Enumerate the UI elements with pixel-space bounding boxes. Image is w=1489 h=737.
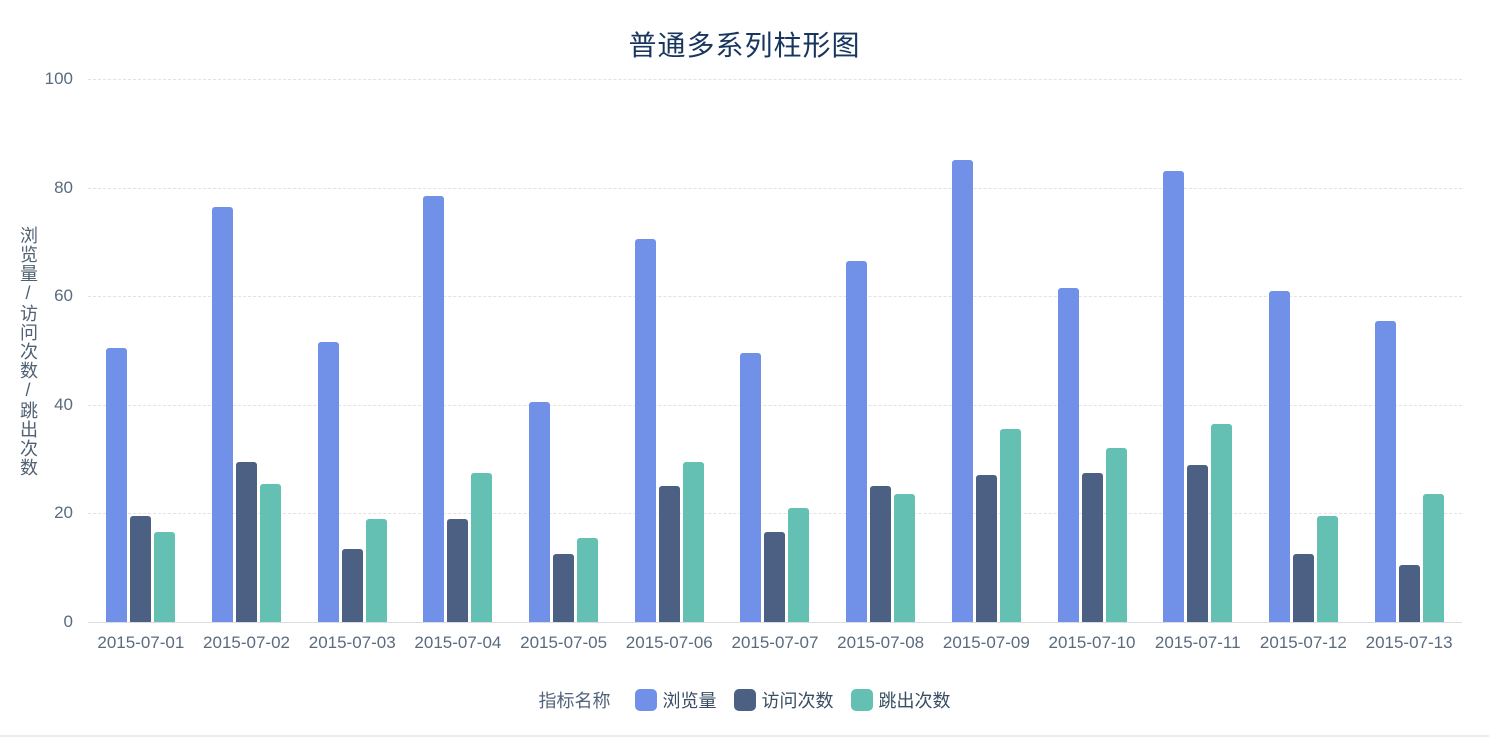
bar-跳出次数-2015-07-04[interactable]	[471, 472, 493, 622]
bar-跳出次数-2015-07-08[interactable]	[894, 494, 916, 622]
y-tick-label-80: 80	[54, 177, 73, 197]
x-tick-label-2015-07-10: 2015-07-10	[1048, 633, 1136, 652]
bar-跳出次数-2015-07-11[interactable]	[1211, 423, 1233, 622]
legend-swatch-icon	[634, 689, 657, 711]
bar-访问次数-2015-07-05[interactable]	[553, 554, 575, 622]
y-tick-label-40: 40	[54, 394, 73, 414]
legend-swatch-icon	[850, 689, 873, 711]
bar-跳出次数-2015-07-06[interactable]	[682, 461, 704, 622]
bar-group-2015-07-10	[1039, 79, 1145, 622]
bar-浏览量-2015-07-02[interactable]	[212, 206, 234, 622]
bar-访问次数-2015-07-13[interactable]	[1398, 565, 1420, 622]
y-tick-label-0: 0	[63, 612, 73, 631]
bar-浏览量-2015-07-05[interactable]	[529, 402, 551, 622]
bar-跳出次数-2015-07-05[interactable]	[577, 537, 599, 622]
legend-item-跳出次数[interactable]: 跳出次数	[850, 687, 951, 713]
bars	[88, 79, 1462, 622]
bar-访问次数-2015-07-09[interactable]	[975, 475, 997, 622]
bar-跳出次数-2015-07-02[interactable]	[260, 483, 282, 622]
bar-跳出次数-2015-07-10[interactable]	[1105, 448, 1127, 622]
bar-浏览量-2015-07-12[interactable]	[1268, 290, 1290, 622]
bar-跳出次数-2015-07-07[interactable]	[788, 507, 810, 622]
legend-swatch-icon	[733, 689, 756, 711]
x-tick-label-2015-07-01: 2015-07-01	[97, 633, 185, 652]
gridline-40	[88, 404, 1462, 406]
gridline-20	[88, 513, 1462, 515]
gridline-80	[88, 187, 1462, 189]
bar-group-2015-07-07	[722, 79, 828, 622]
bar-访问次数-2015-07-04[interactable]	[447, 518, 469, 622]
x-tick-label-2015-07-03: 2015-07-03	[308, 633, 396, 652]
x-axis-labels: 2015-07-01 2015-07-02 2015-07-03 2015-07-04…	[88, 633, 1462, 653]
bar-group-2015-07-12	[1251, 79, 1357, 622]
bar-浏览量-2015-07-06[interactable]	[634, 239, 656, 622]
bar-group-2015-07-04	[405, 79, 511, 622]
y-tick-label-20: 20	[54, 503, 73, 523]
bar-浏览量-2015-07-11[interactable]	[1163, 171, 1185, 622]
bar-浏览量-2015-07-10[interactable]	[1057, 288, 1079, 622]
x-tick-label-2015-07-11: 2015-07-11	[1154, 633, 1241, 652]
bar-跳出次数-2015-07-13[interactable]	[1422, 494, 1444, 622]
plot-area: 0 20 40 60 80 100 2015-07-01 2015-07-02 2015-07…	[45, 69, 1462, 652]
bar-group-2015-07-11	[1145, 79, 1251, 622]
bar-跳出次数-2015-07-03[interactable]	[365, 518, 387, 622]
bar-访问次数-2015-07-12[interactable]	[1292, 554, 1314, 622]
bar-group-2015-07-05	[511, 79, 617, 622]
gridline-60	[88, 296, 1462, 298]
x-tick-label-2015-07-06: 2015-07-06	[625, 633, 713, 652]
legend-items: 浏览量 访问次数 跳出次数	[634, 687, 951, 713]
legend-label: 浏览量	[662, 691, 717, 711]
x-tick-label-2015-07-08: 2015-07-08	[837, 633, 925, 652]
bar-浏览量-2015-07-13[interactable]	[1374, 320, 1396, 622]
bar-group-2015-07-02	[194, 79, 300, 622]
x-tick-label-2015-07-07: 2015-07-07	[731, 633, 819, 652]
y-tick-label-100: 100	[44, 69, 73, 88]
bar-访问次数-2015-07-01[interactable]	[130, 516, 152, 622]
bar-访问次数-2015-07-11[interactable]	[1187, 464, 1209, 622]
legend: 指标名称 浏览量 访问次数 跳出次数	[0, 687, 1489, 713]
y-axis-name: 浏览量/访问次数/跳出次数	[18, 225, 38, 477]
x-tick-label-2015-07-04: 2015-07-04	[414, 633, 502, 652]
bar-浏览量-2015-07-04[interactable]	[423, 195, 445, 622]
bar-访问次数-2015-07-06[interactable]	[658, 486, 680, 622]
x-tick-label-2015-07-05: 2015-07-05	[520, 633, 608, 652]
bar-访问次数-2015-07-02[interactable]	[236, 461, 258, 622]
bar-group-2015-07-09	[934, 79, 1040, 622]
bar-group-2015-07-13	[1356, 79, 1462, 622]
bar-group-2015-07-01	[88, 79, 194, 622]
x-tick-label-2015-07-09: 2015-07-09	[942, 633, 1030, 652]
gridline-100	[88, 79, 1462, 80]
bar-浏览量-2015-07-03[interactable]	[317, 342, 339, 622]
bar-跳出次数-2015-07-12[interactable]	[1316, 516, 1338, 622]
bar-访问次数-2015-07-10[interactable]	[1081, 472, 1103, 622]
bar-group-2015-07-08	[828, 79, 934, 622]
bar-访问次数-2015-07-07[interactable]	[764, 532, 786, 622]
chart-title: 普通多系列柱形图	[628, 30, 861, 61]
bar-group-2015-07-03	[299, 79, 405, 622]
bar-访问次数-2015-07-03[interactable]	[341, 548, 363, 622]
y-axis-ticks: 0 20 40 60 80 100	[45, 69, 1462, 631]
bar-浏览量-2015-07-01[interactable]	[106, 347, 128, 622]
y-tick-label-60: 60	[54, 286, 73, 306]
legend-item-访问次数[interactable]: 访问次数	[733, 687, 834, 713]
bar-访问次数-2015-07-08[interactable]	[870, 486, 892, 622]
bar-跳出次数-2015-07-01[interactable]	[154, 532, 176, 622]
x-tick-label-2015-07-02: 2015-07-02	[203, 633, 291, 652]
legend-label: 访问次数	[761, 691, 834, 711]
bar-group-2015-07-06	[616, 79, 722, 622]
bar-浏览量-2015-07-08[interactable]	[846, 260, 868, 622]
legend-item-浏览量[interactable]: 浏览量	[634, 687, 717, 713]
bar-跳出次数-2015-07-09[interactable]	[999, 429, 1021, 622]
legend-label: 跳出次数	[878, 691, 951, 711]
bar-浏览量-2015-07-09[interactable]	[951, 160, 973, 622]
x-tick-label-2015-07-12: 2015-07-12	[1259, 633, 1347, 652]
bar-浏览量-2015-07-07[interactable]	[740, 353, 762, 622]
legend-title: 指标名称	[538, 691, 611, 711]
x-tick-label-2015-07-13: 2015-07-13	[1365, 633, 1453, 652]
